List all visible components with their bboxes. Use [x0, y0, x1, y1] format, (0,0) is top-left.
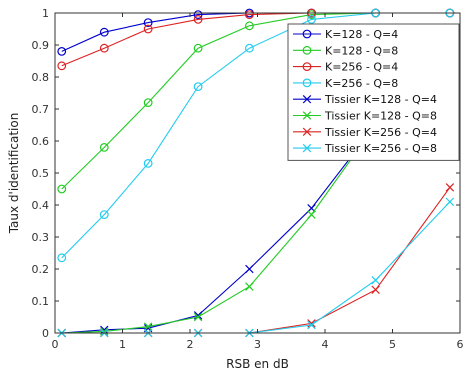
legend-marker	[302, 127, 312, 137]
data-point	[244, 10, 254, 20]
data-point	[445, 183, 455, 192]
x-tick-label: 1	[119, 338, 126, 351]
y-tick-label: 0.9	[32, 39, 50, 52]
y-tick-label: 0.1	[32, 295, 50, 308]
series-8	[57, 197, 455, 338]
x-tick-label: 4	[322, 338, 329, 351]
x-axis-label: RSB en dB	[226, 357, 289, 371]
legend-label: Tissier K=128 - Q=4	[324, 93, 437, 106]
y-tick-label: 0.8	[32, 71, 50, 84]
data-point	[143, 98, 153, 107]
legend-item: Tissier K=256 - Q=8	[293, 142, 437, 155]
legend-box	[287, 23, 460, 161]
data-point	[245, 282, 254, 291]
x-tick-label: 2	[187, 338, 194, 351]
data-point	[307, 14, 316, 24]
data-point	[193, 312, 203, 322]
legend-marker	[302, 62, 312, 71]
y-tick-label: 0.6	[32, 135, 50, 148]
legend-marker	[302, 111, 312, 120]
data-point	[57, 184, 67, 194]
data-point	[307, 319, 316, 328]
data-point	[100, 327, 109, 336]
data-point	[100, 325, 109, 335]
y-tick-label: 0.7	[32, 103, 50, 116]
legend-item: K=128 - Q=8	[293, 44, 398, 57]
legend: K=128 - Q=4 K=128 - Q=8 K=256 - Q=4 K=256 -…	[287, 23, 460, 161]
data-point	[99, 210, 109, 220]
data-point	[57, 47, 67, 56]
legend-marker	[302, 29, 312, 39]
data-point	[193, 43, 203, 53]
y-tick-label: 0.5	[32, 167, 50, 180]
series-line	[61, 12, 450, 259]
legend-marker	[302, 143, 312, 153]
legend-item: Tissier K=128 - Q=8	[293, 110, 437, 123]
legend-label: Tissier K=256 - Q=8	[324, 142, 437, 155]
ticks-layer: 0 1 2 3 4 5 6 0 0.1 0.2 0.3 0.4 0.5 0.6 0.7 0.8 0.9 1	[32, 7, 463, 351]
legend-item: K=256 - Q=8	[293, 77, 398, 90]
data-point	[143, 322, 153, 331]
legend-label: K=256 - Q=4	[325, 61, 398, 74]
x-tick-label: 6	[457, 338, 463, 351]
x-tick-label: 3	[254, 338, 261, 351]
data-point	[57, 61, 67, 71]
legend-marker	[302, 94, 312, 104]
data-point	[57, 253, 67, 263]
data-point	[193, 14, 203, 24]
legend-label: K=128 - Q=8	[325, 44, 398, 57]
data-point	[99, 43, 109, 53]
data-point	[245, 264, 254, 274]
legend-marker	[302, 45, 312, 55]
data-point	[193, 82, 203, 91]
data-point	[143, 18, 153, 28]
y-tick-label: 0.4	[32, 199, 50, 212]
legend-item: Tissier K=128 - Q=4	[293, 93, 437, 106]
data-point	[143, 158, 153, 168]
data-point	[371, 285, 380, 295]
data-point	[244, 21, 254, 31]
data-point	[307, 210, 316, 219]
legend-label: Tissier K=128 - Q=8	[324, 110, 437, 123]
data-point	[99, 142, 109, 152]
legend-label: K=128 - Q=4	[325, 28, 398, 41]
legend-marker	[302, 78, 312, 88]
legend-label: K=256 - Q=8	[325, 77, 398, 90]
x-tick-label: 0	[52, 338, 59, 351]
legend-item: K=128 - Q=4	[293, 28, 398, 41]
data-point	[99, 27, 109, 37]
x-tick-label: 5	[389, 338, 396, 351]
data-point	[307, 320, 316, 330]
y-tick-label: 0.3	[32, 231, 50, 244]
data-point	[143, 24, 153, 34]
legend-item: Tissier K=256 - Q=4	[293, 126, 437, 139]
y-tick-label: 0.2	[32, 263, 50, 276]
y-tick-label: 1	[42, 7, 49, 20]
data-point	[244, 43, 254, 53]
y-tick-label: 0	[42, 327, 49, 340]
series-line	[61, 187, 451, 334]
y-axis-label: Taux d'identification	[7, 113, 21, 235]
legend-item: K=256 - Q=4	[293, 61, 398, 74]
legend-label: Tissier K=256 - Q=4	[324, 126, 437, 139]
data-point	[445, 197, 455, 207]
data-point	[371, 275, 380, 285]
data-point	[193, 10, 203, 20]
